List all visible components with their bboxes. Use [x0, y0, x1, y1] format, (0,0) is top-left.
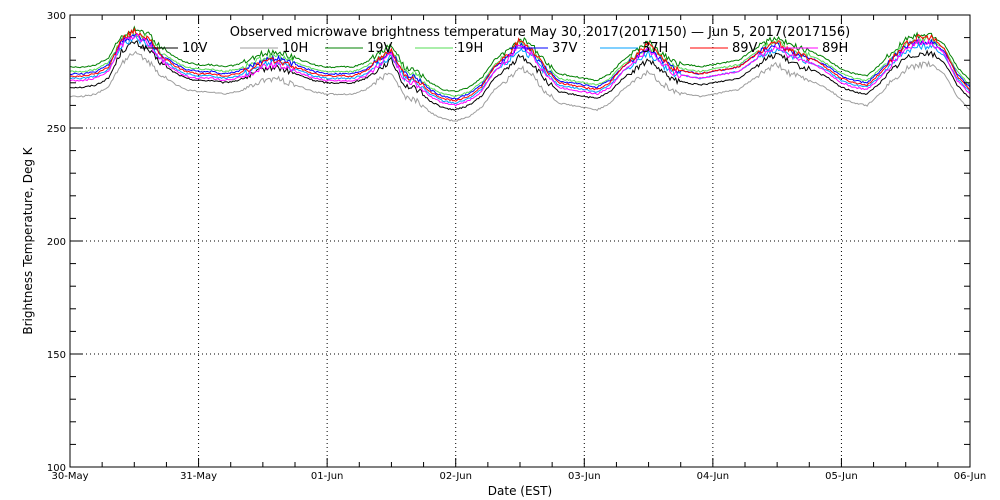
y-tick-label: 200 [47, 237, 66, 248]
chart-title: Observed microwave brightness temperatur… [230, 25, 850, 40]
legend-label-89v: 89V [732, 41, 758, 56]
legend-label-37h: 37H [642, 41, 668, 56]
y-tick-label: 100 [47, 463, 66, 474]
x-tick-label: 06-Jun [954, 471, 987, 482]
series-line-89h [69, 32, 971, 107]
y-tick-label: 250 [47, 124, 66, 135]
legend-label-89h: 89H [822, 41, 848, 56]
legend-label-37v: 37V [552, 41, 578, 56]
y-axis-title: Brightness Temperature, Deg K [21, 146, 35, 334]
series-line-89v [69, 27, 971, 102]
grid-lines [70, 15, 970, 467]
x-tick-label: 04-Jun [697, 471, 730, 482]
x-tick-label: 05-Jun [825, 471, 858, 482]
legend-label-19h: 19H [457, 41, 483, 56]
axis-ticks: 30-May 31-May 01-Jun 02-Jun 03-Jun 04-Jun 05-J… [47, 11, 986, 482]
legend: 10V 10H 19V 19H 37V 37H 89V 89H [140, 41, 848, 56]
x-tick-label: 31-May [180, 471, 217, 482]
series-line-37h [69, 34, 971, 104]
series-line-19v [69, 25, 971, 93]
legend-label-10v: 10V [182, 41, 208, 56]
x-tick-label: 02-Jun [439, 471, 472, 482]
x-tick-label: 03-Jun [568, 471, 601, 482]
x-tick-label: 30-May [51, 471, 88, 482]
data-series [69, 25, 971, 122]
legend-label-19v: 19V [367, 41, 393, 56]
x-axis-title: Date (EST) [488, 484, 552, 498]
series-line-10v [69, 39, 971, 111]
series-line-10h [69, 50, 971, 122]
series-line-19h [69, 30, 971, 97]
legend-label-10h: 10H [282, 41, 308, 56]
y-tick-label: 150 [47, 350, 66, 361]
x-tick-label: 01-Jun [311, 471, 344, 482]
y-tick-label: 300 [47, 11, 66, 22]
